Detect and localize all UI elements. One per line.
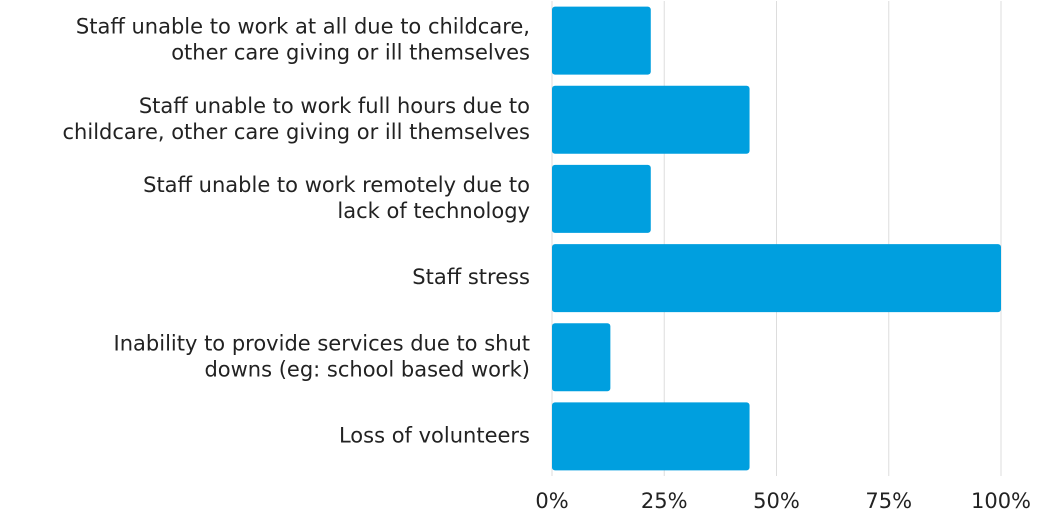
x-tick-label: 0% [535,489,568,513]
x-tick-label: 25% [641,489,688,513]
bar [552,85,750,154]
label-line: Inability to provide services due to shu… [114,331,530,355]
x-tick-label: 75% [865,489,912,513]
label-line: Staff unable to work remotely due to [143,173,530,197]
y-tick-label: Staff unable to work at all due to child… [76,15,530,65]
y-tick-label: Staff unable to work remotely due to lack… [143,173,530,223]
y-tick-label: Loss of volunteers [339,423,530,447]
label-line: Staff stress [412,265,530,289]
x-tick-label: 50% [753,489,800,513]
bar [552,323,611,392]
y-tick-label: Staff unable to work full hours due to ch… [63,94,531,144]
label-line: other care giving or ill themselves [171,41,530,65]
y-tick-label: Inability to provide services due to shu… [114,331,530,381]
label-line: downs (eg: school based work) [204,357,530,381]
label-line: childcare, other care giving or ill them… [63,120,531,144]
bar [552,6,651,75]
x-tick-label: 100% [971,489,1031,513]
label-line: Loss of volunteers [339,423,530,447]
label-line: Staff unable to work full hours due to [139,94,530,118]
label-line: Staff unable to work at all due to child… [76,15,530,39]
bar [552,244,1001,313]
label-line: lack of technology [337,199,530,223]
y-tick-label: Staff stress [412,265,530,289]
bar [552,164,651,233]
bar [552,402,750,471]
